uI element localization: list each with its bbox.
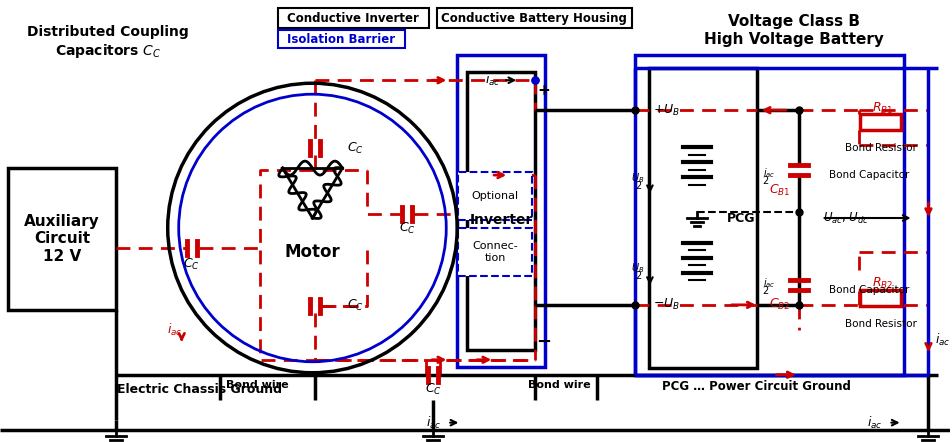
Text: $U_B$: $U_B$ xyxy=(630,261,644,275)
Text: $U_B$: $U_B$ xyxy=(630,171,644,185)
Text: $C_{B2}$: $C_{B2}$ xyxy=(769,297,791,312)
Bar xyxy=(8,168,116,310)
Text: PCG … Power Circuit Ground: PCG … Power Circuit Ground xyxy=(663,380,851,393)
Text: $C_C$: $C_C$ xyxy=(184,257,200,272)
Text: $i_{ac}$: $i_{ac}$ xyxy=(486,72,501,88)
Text: $C_C$: $C_C$ xyxy=(425,382,442,397)
Bar xyxy=(437,8,632,28)
Text: $-U_B$: $-U_B$ xyxy=(653,297,680,312)
Text: −: − xyxy=(537,333,551,351)
Text: $C_C$: $C_C$ xyxy=(347,141,365,156)
Text: 2: 2 xyxy=(636,181,642,191)
Text: $R_{B1}$: $R_{B1}$ xyxy=(872,101,893,116)
Text: $i_{ac}$: $i_{ac}$ xyxy=(167,322,183,338)
Text: Bond wire: Bond wire xyxy=(227,380,288,390)
Text: Inverter: Inverter xyxy=(469,213,533,227)
Text: Bond Capacitor: Bond Capacitor xyxy=(828,285,909,295)
Text: $C_{B1}$: $C_{B1}$ xyxy=(769,183,791,198)
Text: Connec-
tion: Connec- tion xyxy=(472,241,518,263)
Bar xyxy=(860,114,902,130)
Text: Isolation Barrier: Isolation Barrier xyxy=(288,33,395,46)
Text: $C_C$: $C_C$ xyxy=(399,221,416,236)
Text: $U_{ac}$, $U_{dc}$: $U_{ac}$, $U_{dc}$ xyxy=(823,210,869,225)
Text: PCG: PCG xyxy=(726,212,755,225)
Text: $i_{ac}$: $i_{ac}$ xyxy=(763,166,775,180)
Bar xyxy=(457,55,545,367)
Text: Optional: Optional xyxy=(471,191,519,201)
Text: Electric Chassis Ground: Electric Chassis Ground xyxy=(117,383,282,396)
Bar xyxy=(278,8,429,28)
Text: $+U_B$: $+U_B$ xyxy=(653,103,680,118)
Text: 2: 2 xyxy=(763,176,769,186)
Text: Bond Resistor: Bond Resistor xyxy=(844,319,917,329)
Text: Bond wire: Bond wire xyxy=(527,380,590,390)
Text: $i_{ac}$: $i_{ac}$ xyxy=(426,415,441,431)
Text: 2: 2 xyxy=(763,286,769,296)
Text: $R_{B2}$: $R_{B2}$ xyxy=(872,276,893,291)
Bar xyxy=(635,55,904,375)
Text: $i_{ac}$: $i_{ac}$ xyxy=(866,415,883,431)
Text: 2: 2 xyxy=(636,271,642,281)
Text: $i_{ac}$: $i_{ac}$ xyxy=(936,332,951,348)
Bar xyxy=(860,290,902,306)
Text: $i_{ac}$: $i_{ac}$ xyxy=(763,276,775,290)
Text: Conductive Battery Housing: Conductive Battery Housing xyxy=(441,12,627,25)
Text: Auxiliary
Circuit
12 V: Auxiliary Circuit 12 V xyxy=(24,214,100,264)
Text: Bond Resistor: Bond Resistor xyxy=(844,143,917,153)
Text: Distributed Coupling
Capacitors $C_C$: Distributed Coupling Capacitors $C_C$ xyxy=(27,25,188,60)
Text: $C_C$: $C_C$ xyxy=(347,298,365,313)
Bar xyxy=(467,72,535,350)
Bar xyxy=(278,30,406,48)
Bar xyxy=(649,68,757,368)
Text: Bond Capacitor: Bond Capacitor xyxy=(828,170,909,180)
Text: Voltage Class B
High Voltage Battery: Voltage Class B High Voltage Battery xyxy=(704,14,883,47)
Text: +: + xyxy=(538,83,550,98)
Bar xyxy=(458,228,532,276)
Text: Motor: Motor xyxy=(285,243,341,261)
Bar xyxy=(458,172,532,220)
Text: Conductive Inverter: Conductive Inverter xyxy=(288,12,419,25)
